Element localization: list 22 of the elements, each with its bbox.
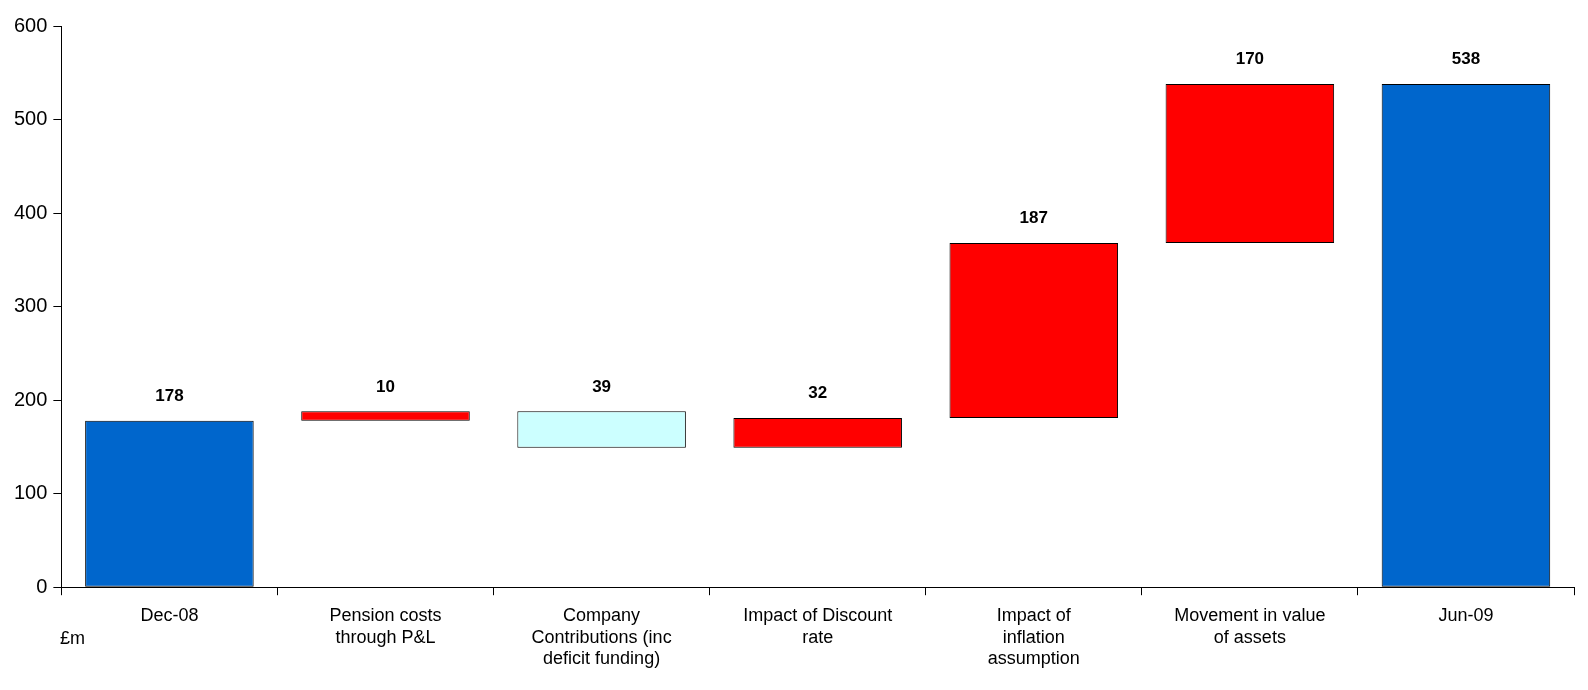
x-tick-label: Impact of Discount rate [743, 604, 893, 647]
y-tick-label: 100 [13, 481, 48, 504]
data-label: 32 [808, 383, 828, 403]
x-tick-label: Jun-09 [1438, 604, 1494, 625]
y-tick-label: 200 [13, 387, 48, 410]
y-tick-label: 500 [13, 107, 48, 130]
data-label: 170 [1235, 49, 1265, 69]
y-tick-label: 400 [13, 200, 48, 223]
x-tick-label: Company Contributions (inc deficit funding) [531, 604, 672, 669]
data-label: 187 [1019, 208, 1048, 228]
y-tick-label: 0 [36, 574, 48, 597]
data-label: 39 [592, 376, 612, 396]
data-label: 10 [376, 376, 395, 396]
x-tick-label: Impact of inflation assumption [987, 604, 1080, 669]
data-label: 538 [1451, 49, 1481, 69]
y-tick-label: 600 [13, 13, 48, 36]
x-tick-label: Movement in value of assets [1174, 604, 1326, 647]
x-tick-label: Dec-08 [140, 604, 199, 625]
y-tick-label: 300 [13, 294, 48, 317]
text: £m [60, 628, 86, 649]
x-tick-label: Pension costs through P&L [329, 604, 442, 647]
data-label: 178 [155, 385, 184, 405]
